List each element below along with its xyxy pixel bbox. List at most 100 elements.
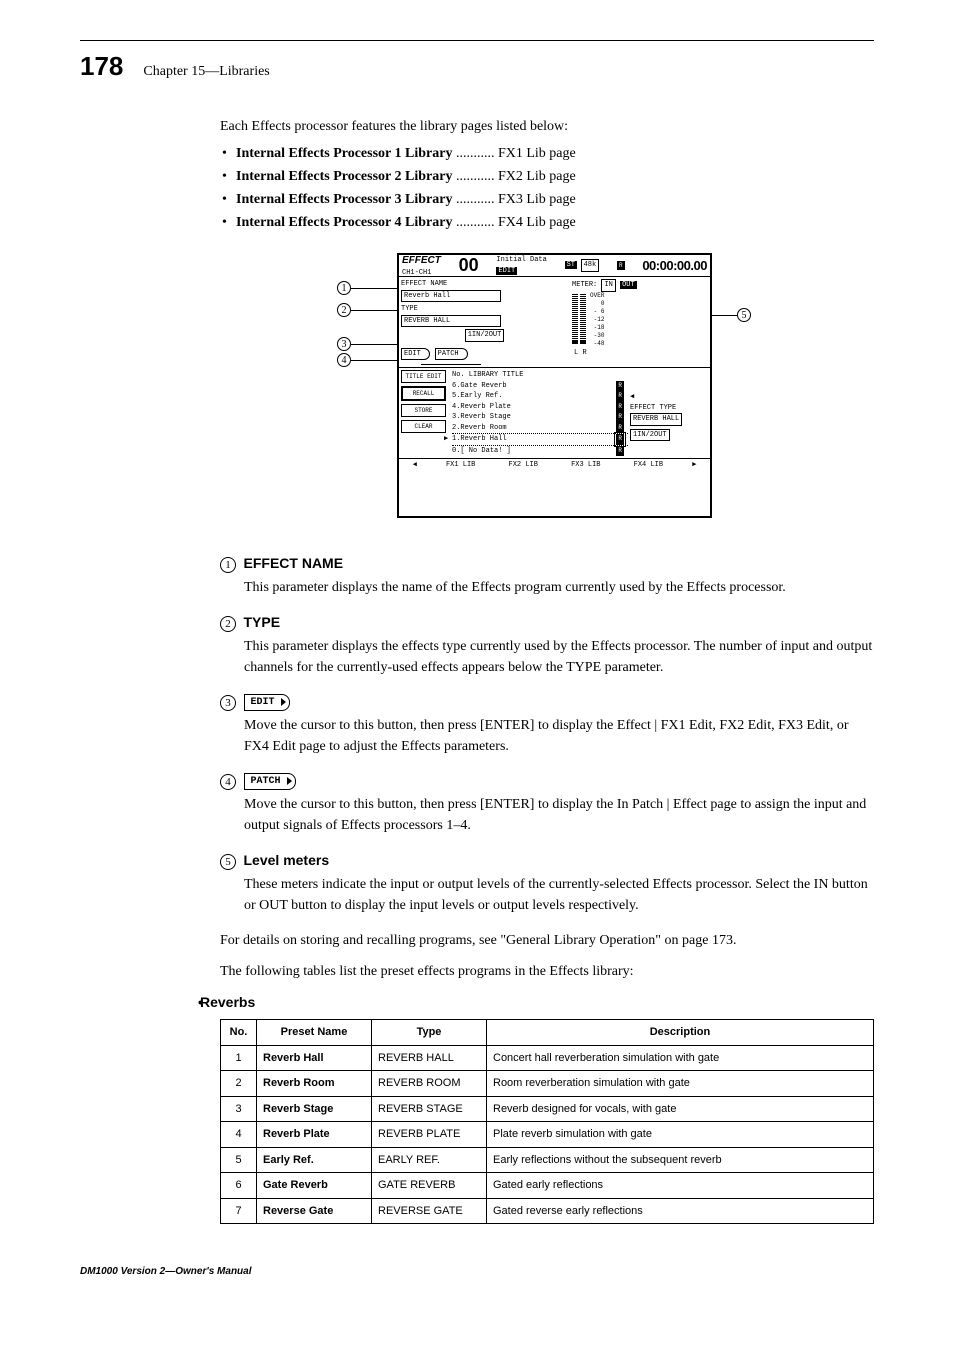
nav-arrow-icon: ◀ xyxy=(413,460,417,471)
section-num: 4 xyxy=(220,774,236,790)
th-desc: Description xyxy=(487,1020,874,1046)
list-item: Internal Effects Processor 3 Library ...… xyxy=(220,189,874,210)
footer: DM1000 Version 2—Owner's Manual xyxy=(80,1264,874,1279)
nav-arrow-icon: ▶ xyxy=(692,460,696,471)
lcd-meter-scale: OVER 0 - 6 -12 -18 -30 -48 xyxy=(590,292,604,348)
lib-text: 2.Reverb Room xyxy=(452,423,507,434)
lcd-io: 1IN/2OUT xyxy=(465,329,505,342)
para-details: For details on storing and recalling pro… xyxy=(220,930,874,951)
section-title: Level meters xyxy=(244,852,330,868)
section-body: These meters indicate the input or outpu… xyxy=(244,874,874,916)
section-effect-name: 1 EFFECT NAME This parameter displays th… xyxy=(220,553,874,598)
lcd-lib-item: 0.[ No Data! ] R xyxy=(452,446,628,457)
lib-page: FX3 Lib page xyxy=(498,192,576,207)
lcd-patch-btn: PATCH xyxy=(435,348,468,361)
lcd-lib-header: No. LIBRARY TITLE xyxy=(452,370,628,381)
cell: 6 xyxy=(221,1173,257,1199)
lcd-time: 00:00:00.00 xyxy=(642,256,707,276)
lcd-meter-label: METER: xyxy=(572,281,597,289)
lcd-screen: EFFECT CH1-CH1 00 Initial Data EDIT ST 4… xyxy=(397,253,712,518)
table-row: 1Reverb HallREVERB HALLConcert hall reve… xyxy=(221,1045,874,1071)
callout-4: 4 xyxy=(337,353,351,367)
lcd-lib-item: 3.Reverb StageR xyxy=(452,412,628,423)
table-header-row: No. Preset Name Type Description xyxy=(221,1020,874,1046)
lcd-meter-bars xyxy=(572,294,586,348)
lib-page: FX1 Lib page xyxy=(498,146,576,161)
lib-name: Internal Effects Processor 4 Library xyxy=(236,215,452,230)
cell: Gated early reflections xyxy=(487,1173,874,1199)
r-icon: R xyxy=(616,446,624,457)
lcd-lr: L R xyxy=(574,348,708,359)
lcd-type-label: TYPE xyxy=(401,304,568,315)
scale-label: -30 xyxy=(590,332,604,340)
cell: Reverb Room xyxy=(257,1071,372,1097)
cell: 1 xyxy=(221,1045,257,1071)
lcd-library: TITLE EDIT RECALL STORE CLEAR No. LIBRAR… xyxy=(399,367,710,458)
reverb-heading: • Reverbs xyxy=(200,992,874,1013)
r-icon: R xyxy=(616,391,624,402)
header-rule xyxy=(80,40,874,41)
lcd-store: STORE xyxy=(401,404,446,417)
cell: Room reverberation simulation with gate xyxy=(487,1071,874,1097)
r-icon: R xyxy=(616,434,624,445)
r-icon: R xyxy=(616,381,624,392)
lcd-edit-btn: EDIT xyxy=(401,348,430,361)
bullet-icon: • xyxy=(198,992,203,1013)
patch-button-graphic: PATCH xyxy=(244,773,296,790)
callout-5: 5 xyxy=(737,308,751,322)
lcd-recall: RECALL xyxy=(401,386,446,401)
cell: EARLY REF. xyxy=(372,1147,487,1173)
lcd-lib-item: 4.Reverb PlateR xyxy=(452,402,628,413)
edit-button-graphic: EDIT xyxy=(244,694,290,711)
lcd-effect-type-io: 1IN/2OUT xyxy=(630,429,670,442)
para-tables: The following tables list the preset eff… xyxy=(220,961,874,982)
section-type: 2 TYPE This parameter displays the effec… xyxy=(220,612,874,678)
reverb-section: • Reverbs No. Preset Name Type Descripti… xyxy=(220,992,874,1224)
cell: Concert hall reverberation simulation wi… xyxy=(487,1045,874,1071)
library-list: Internal Effects Processor 1 Library ...… xyxy=(220,143,874,233)
lcd-effect-name-label: EFFECT NAME xyxy=(401,279,568,290)
cell: 3 xyxy=(221,1096,257,1122)
lcd-lib-item-selected: ▶1.Reverb HallR xyxy=(452,434,628,446)
lib-text: 1.Reverb Hall xyxy=(452,435,507,443)
lib-text: 3.Reverb Stage xyxy=(452,412,511,423)
intro-text: Each Effects processor features the libr… xyxy=(220,116,874,137)
dots: ........... xyxy=(456,215,495,230)
section-body: Move the cursor to this button, then pre… xyxy=(244,715,874,757)
lcd-meter-in: IN xyxy=(601,279,615,292)
cell: REVERB HALL xyxy=(372,1045,487,1071)
cell: Plate reverb simulation with gate xyxy=(487,1122,874,1148)
cell: REVERB ROOM xyxy=(372,1071,487,1097)
lcd-clear: CLEAR xyxy=(401,420,446,433)
lcd-badges: ST 48k xyxy=(565,259,600,272)
th-name: Preset Name xyxy=(257,1020,372,1046)
lib-text: 5.Early Ref. xyxy=(452,391,502,402)
lcd-lib-item: 2.Reverb Room R xyxy=(452,423,628,435)
section-body: This parameter displays the effects type… xyxy=(244,636,874,678)
callout-line xyxy=(712,315,737,316)
r-icon: R xyxy=(616,423,624,434)
cell: REVERB PLATE xyxy=(372,1122,487,1148)
section-title: TYPE xyxy=(244,614,281,630)
callout-3: 3 xyxy=(337,337,351,351)
lcd-lib-list: No. LIBRARY TITLE 6.Gate Reverb R 5.Early… xyxy=(446,370,628,456)
callout-line xyxy=(351,360,397,361)
lcd-tab: FX1 LIB xyxy=(442,460,479,471)
lcd-initial: Initial Data xyxy=(496,255,546,266)
lcd-big-num: 00 xyxy=(459,252,479,279)
lib-text: 4.Reverb Plate xyxy=(452,402,511,413)
lcd-meter-out: OUT xyxy=(620,281,637,289)
cell: Reverse Gate xyxy=(257,1198,372,1224)
scale-label: -18 xyxy=(590,324,604,332)
table-row: 5Early Ref.EARLY REF.Early reflections w… xyxy=(221,1147,874,1173)
lib-text: 6.Gate Reverb xyxy=(452,381,507,392)
callout-line xyxy=(351,344,397,345)
lcd-diagram: 1 2 3 4 5 EFFECT CH1-CH1 00 Initial Data… xyxy=(337,253,757,533)
callout-line xyxy=(351,310,397,311)
section-num: 2 xyxy=(220,616,236,632)
lib-page: FX2 Lib page xyxy=(498,169,576,184)
lcd-tab: FX4 LIB xyxy=(630,460,667,471)
lib-text: 0.[ No Data! ] xyxy=(452,446,511,457)
section-title: EFFECT NAME xyxy=(244,555,344,571)
table-row: 3Reverb StageREVERB STAGEReverb designed… xyxy=(221,1096,874,1122)
